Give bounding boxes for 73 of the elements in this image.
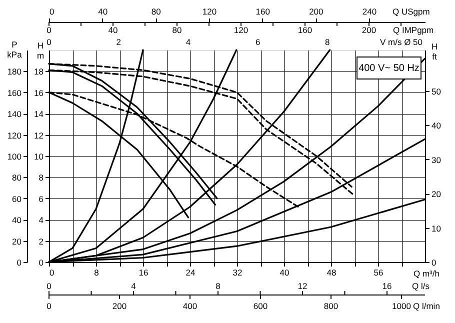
text: 4 [186, 37, 191, 47]
y2-tick-label: 20 [12, 236, 22, 246]
x-tick-label: 56 [374, 268, 384, 278]
y-tick-label: 14 [34, 109, 44, 120]
x-tick-label: 40 [280, 268, 290, 278]
text: 0 [46, 301, 52, 311]
y-tick-label: 16 [34, 88, 44, 98]
text: 400 [182, 301, 198, 311]
text: 2 [116, 37, 122, 47]
y-tick-label: 0 [38, 258, 44, 268]
y3-tick-label: 50 [432, 86, 442, 97]
y3-tick-label: 0 [432, 258, 436, 268]
x2-tick-label: 240 [362, 6, 377, 16]
y2-tick-label: 60 [12, 194, 22, 204]
text: 8 [216, 281, 221, 291]
y-tick-label: 2 [38, 236, 44, 246]
x2-tick-label: 40 [98, 6, 108, 16]
y-tick-label: 10 [34, 152, 44, 162]
x2-axis-title: Q USgpm [392, 6, 430, 16]
text: 600 [253, 301, 268, 311]
text: 12 [298, 281, 308, 291]
y-tick-label: 6 [38, 194, 44, 204]
text: 120 [234, 25, 248, 35]
x2-tick-label: 80 [151, 6, 162, 16]
y2-tick-label: 40 [12, 215, 22, 226]
text: 800 [324, 301, 338, 311]
x-axis-title: Q m³/h [414, 268, 440, 278]
x-tick-label: 24 [186, 268, 196, 278]
text: 0 [46, 25, 52, 35]
y2-tick-label: 180 [7, 66, 22, 77]
text: 200 [362, 25, 376, 35]
y2-tick-label: 0 [16, 258, 22, 268]
x2-tick-label: 160 [256, 6, 270, 16]
text: V m/s Ø 50 [380, 37, 423, 47]
y3-tick-label: 30 [432, 154, 442, 165]
y-axis-title: H m [36, 40, 44, 60]
x2-tick-label: 120 [202, 6, 217, 16]
y-tick-label: 18 [34, 66, 44, 77]
text: 200 [112, 301, 127, 311]
y3-tick-label: 10 [432, 223, 442, 234]
x-tick-label: 16 [138, 268, 148, 278]
x-tick-label: 0 [50, 268, 54, 278]
text: 80 [172, 25, 182, 35]
x-tick-label: 8 [94, 268, 100, 278]
text: 40 [108, 25, 118, 35]
y2-tick-label: 140 [7, 109, 22, 120]
text: 1000 [392, 301, 412, 311]
annotation: 400 V~ 50 Hz [358, 63, 420, 74]
text: Q l/min [413, 301, 440, 311]
text: 8 [325, 37, 330, 47]
text: 6 [255, 37, 260, 47]
y2-tick-label: 160 [7, 88, 22, 98]
text: 0 [46, 281, 52, 291]
y2-tick-label: 120 [7, 130, 22, 140]
x-tick-label: 48 [326, 268, 336, 278]
y2-tick-label: 100 [7, 152, 22, 162]
y-tick-label: 4 [38, 215, 44, 226]
y2-axis-title: P kPa [7, 40, 22, 60]
y3-axis-title: H ft [431, 42, 438, 62]
text: Q IMPgpm [393, 25, 434, 35]
x2-tick-label: 200 [309, 6, 324, 16]
text: 16 [382, 281, 392, 291]
text: 4 [131, 281, 136, 291]
y3-tick-label: 40 [432, 120, 442, 131]
y3-tick-label: 20 [432, 189, 442, 200]
y-tick-label: 12 [34, 130, 44, 140]
y2-tick-label: 80 [12, 172, 22, 183]
x-tick-label: 32 [232, 268, 242, 278]
x2-tick-label: 0 [50, 6, 54, 16]
text: 0 [46, 37, 52, 47]
y-tick-label: 8 [38, 172, 44, 183]
text: Q l/s [412, 281, 430, 291]
text: 160 [298, 25, 312, 35]
